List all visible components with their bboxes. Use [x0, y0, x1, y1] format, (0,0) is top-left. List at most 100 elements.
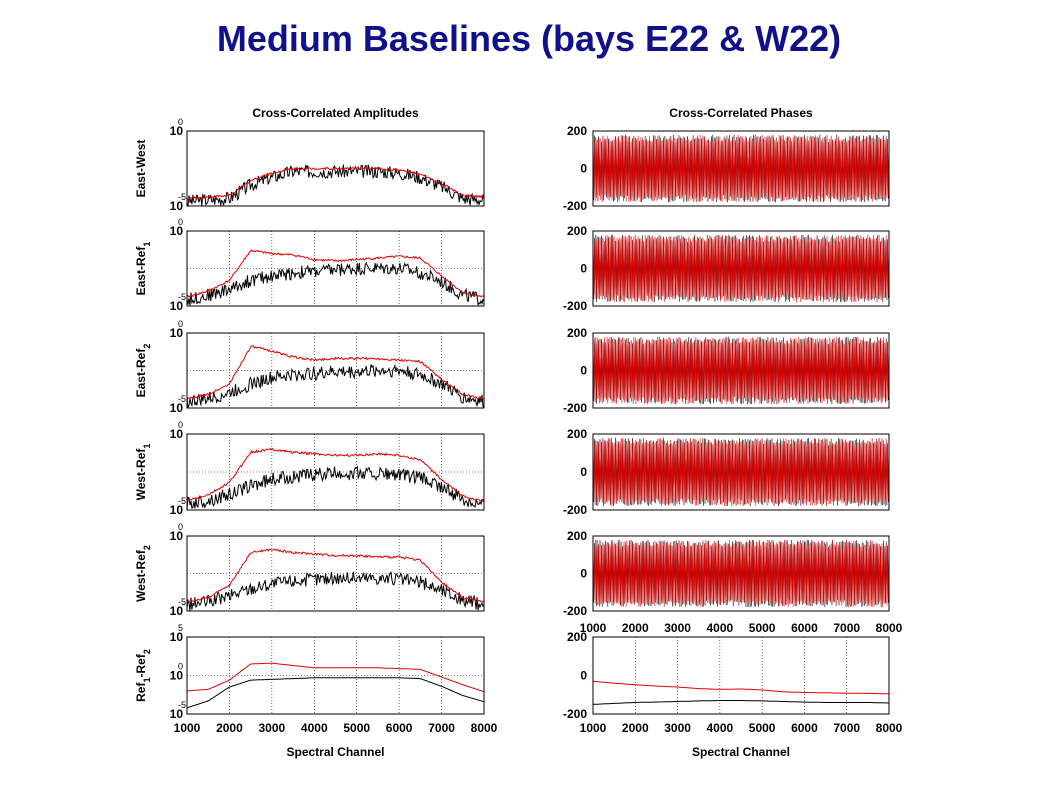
axes-frame-phase-5 — [592, 636, 890, 715]
x-tick-label: 4000 — [707, 621, 734, 635]
y-axis-label-part: 1 — [142, 444, 152, 449]
x-tick-label: 1000 — [580, 621, 607, 635]
y-axis-label-part: 1 — [142, 242, 152, 247]
y-tick-exponent: -5 — [178, 700, 186, 710]
y-tick-label: 0 — [580, 669, 587, 683]
y-tick-base: 10 — [170, 630, 184, 644]
y-tick-exponent: -5 — [178, 394, 186, 404]
y-tick-label: -200 — [563, 707, 587, 721]
y-tick-base: 10 — [170, 707, 184, 721]
y-tick-label: 200 — [567, 630, 587, 644]
y-axis-label: East-West — [134, 140, 148, 198]
y-axis-label-part: -Ref — [134, 653, 148, 677]
series-line-red — [592, 437, 890, 507]
series-line-black — [186, 261, 485, 307]
y-tick-label: 200 — [567, 124, 587, 138]
x-tick-label: 5000 — [343, 721, 370, 735]
x-tick-label: 4000 — [707, 721, 734, 735]
y-tick-label: 200 — [567, 224, 587, 238]
x-tick-label: 1000 — [580, 721, 607, 735]
y-axis-label-part: 2 — [142, 545, 152, 550]
y-axis-label: West-Ref2 — [134, 545, 152, 602]
y-tick-base: 10 — [170, 299, 184, 313]
y-tick-label: 200 — [567, 326, 587, 340]
series-line-red — [186, 548, 485, 604]
y-tick-label: 0 — [580, 162, 587, 176]
panel-title: Cross-Correlated Amplitudes — [252, 106, 419, 120]
series-line-black — [186, 570, 485, 611]
x-tick-label: 6000 — [791, 621, 818, 635]
slide-title: Medium Baselines (bays E22 & W22) — [216, 18, 842, 59]
y-tick-base: 10 — [170, 503, 184, 517]
axes-border-phase-1 — [592, 230, 890, 307]
x-tick-label: 7000 — [833, 621, 860, 635]
y-tick-label: -200 — [563, 299, 587, 313]
x-tick-label: 4000 — [301, 721, 328, 735]
x-tick-label: 8000 — [876, 721, 903, 735]
y-tick-base: 10 — [170, 427, 184, 441]
x-tick-label: 8000 — [471, 721, 498, 735]
y-tick-base: 10 — [170, 224, 184, 238]
y-axis-label-part: West-Ref — [134, 448, 148, 501]
y-tick-label: 0 — [580, 567, 587, 581]
axes-border-phase-0 — [592, 130, 890, 207]
x-tick-label: 1000 — [174, 721, 201, 735]
series-line-black — [592, 700, 889, 705]
y-axis-label-part: Ref — [134, 682, 148, 702]
series-line-red — [186, 662, 485, 693]
y-tick-base: 10 — [170, 669, 184, 683]
series-line-red — [592, 680, 889, 695]
panel-title: Cross-Correlated Phases — [669, 106, 813, 120]
y-tick-label: 0 — [580, 262, 587, 276]
y-axis-label-part: East-West — [134, 140, 148, 198]
y-tick-base: 10 — [170, 604, 184, 618]
axes-border-amplitude-0 — [186, 130, 485, 207]
x-tick-label: 3000 — [664, 721, 691, 735]
x-tick-label: 7000 — [833, 721, 860, 735]
axes-border-phase-2 — [592, 332, 890, 409]
y-tick-exponent: -5 — [178, 292, 186, 302]
y-tick-exponent: 0 — [178, 522, 183, 532]
x-tick-label: 3000 — [259, 721, 286, 735]
x-tick-label: 2000 — [622, 621, 649, 635]
y-tick-label: 0 — [580, 465, 587, 479]
y-tick-exponent: 0 — [178, 117, 183, 127]
y-axis-label-part: 2 — [142, 649, 152, 654]
series-line-red — [592, 539, 890, 608]
series-line-red — [186, 166, 485, 201]
y-tick-base: 10 — [170, 199, 184, 213]
series-line-red — [592, 336, 890, 405]
y-axis-label-part: West-Ref — [134, 549, 148, 602]
y-tick-exponent: 0 — [178, 420, 183, 430]
y-tick-exponent: 0 — [178, 662, 183, 672]
axes-border-amplitude-2 — [186, 332, 485, 409]
x-tick-label: 3000 — [664, 621, 691, 635]
y-tick-label: -200 — [563, 503, 587, 517]
x-tick-label: 6000 — [386, 721, 413, 735]
y-tick-label: -200 — [563, 199, 587, 213]
y-tick-base: 10 — [170, 124, 184, 138]
x-axis-label: Spectral Channel — [286, 745, 384, 759]
y-tick-exponent: 0 — [178, 319, 183, 329]
y-tick-base: 10 — [170, 401, 184, 415]
axes-border-amplitude-5 — [186, 636, 485, 715]
x-tick-label: 5000 — [749, 721, 776, 735]
y-tick-label: -200 — [563, 401, 587, 415]
x-tick-label: 6000 — [791, 721, 818, 735]
y-axis-label-part: East-Ref — [134, 348, 148, 398]
axes-border-amplitude-4 — [186, 535, 485, 612]
series-line-red — [186, 447, 485, 503]
series-line-red — [592, 134, 890, 203]
y-tick-exponent: 0 — [178, 217, 183, 227]
series-line-red — [186, 249, 485, 299]
y-tick-exponent: -5 — [178, 597, 186, 607]
axes-border-phase-3 — [592, 433, 890, 511]
x-tick-label: 7000 — [428, 721, 455, 735]
y-axis-label: Ref1-Ref2 — [134, 649, 152, 702]
y-axis-label-part: 2 — [142, 344, 152, 349]
y-tick-label: 0 — [580, 364, 587, 378]
series-line-red — [592, 234, 890, 303]
y-tick-label: 200 — [567, 529, 587, 543]
series-line-black — [186, 363, 485, 409]
series-line-red — [186, 345, 485, 401]
